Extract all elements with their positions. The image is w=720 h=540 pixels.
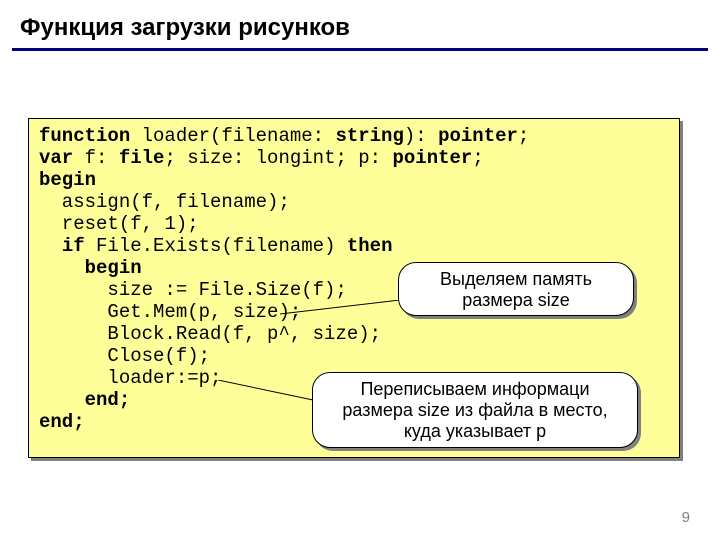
- kw: begin: [39, 169, 96, 191]
- callout-line: размера size: [409, 290, 623, 311]
- kw: if: [62, 235, 85, 257]
- callout-memory: Выделяем память размера size: [398, 262, 634, 316]
- t: Close(f);: [39, 345, 210, 367]
- slide-title: Функция загрузки рисунков: [0, 0, 720, 48]
- callout-line: размера size из файла в место,: [323, 400, 627, 421]
- connector-line-1: [280, 300, 410, 330]
- kw: end;: [85, 389, 131, 411]
- kw: function: [39, 125, 130, 147]
- kw: pointer: [392, 147, 472, 169]
- title-underline: [12, 48, 708, 51]
- t: ;: [472, 147, 483, 169]
- t: [39, 389, 85, 411]
- t: reset(f, 1);: [39, 213, 199, 235]
- t: loader(filename:: [130, 125, 335, 147]
- callout-blockread: Переписываем информаци размера size из ф…: [312, 372, 638, 448]
- t: f:: [73, 147, 119, 169]
- t: ):: [404, 125, 438, 147]
- t: ; size: longint; p:: [164, 147, 392, 169]
- t: [39, 257, 85, 279]
- t: ;: [518, 125, 529, 147]
- callout-line: Переписываем информаци: [323, 379, 627, 400]
- t: size := File.Size(f);: [39, 279, 347, 301]
- page-number: 9: [682, 509, 690, 526]
- t: File.Exists(filename): [85, 235, 347, 257]
- kw: begin: [85, 257, 142, 279]
- kw: end;: [39, 411, 85, 433]
- callout-line: Выделяем память: [409, 269, 623, 290]
- t: loader:=p;: [39, 367, 221, 389]
- kw: pointer: [438, 125, 518, 147]
- kw: var: [39, 147, 73, 169]
- connector-line-2: [218, 380, 318, 410]
- t: Get.Mem(p, size);: [39, 301, 301, 323]
- kw: file: [119, 147, 165, 169]
- t: [39, 235, 62, 257]
- kw: string: [335, 125, 403, 147]
- kw: then: [347, 235, 393, 257]
- callout-line: куда указывает p: [323, 421, 627, 442]
- t: assign(f, filename);: [39, 191, 290, 213]
